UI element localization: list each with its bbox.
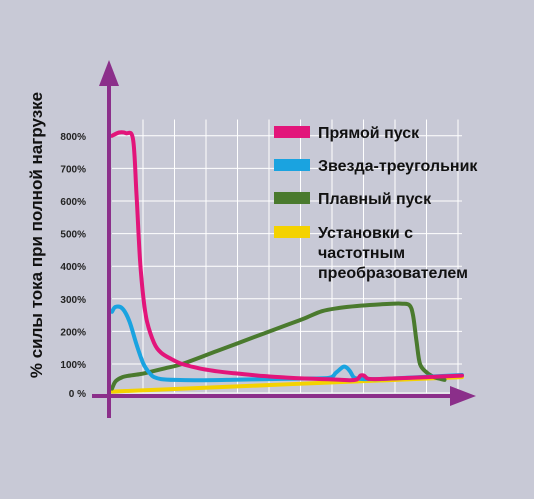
- legend: Прямой пуск Звезда-треугольник Плавный пус…: [274, 125, 478, 282]
- series-line-2: [110, 301, 447, 391]
- legend-label: частотным: [318, 245, 405, 262]
- y-axis-arrow: [99, 60, 119, 86]
- legend-label: преобразователем: [318, 265, 468, 282]
- series-line-0: [110, 130, 464, 383]
- y-tick-label: 300%: [60, 295, 86, 306]
- legend-label: Прямой пуск: [318, 125, 420, 142]
- legend-swatch: [274, 192, 310, 204]
- legend-swatch: [274, 226, 310, 238]
- y-tick-label: 600%: [60, 197, 86, 208]
- y-tick-label: 200%: [60, 327, 86, 338]
- y-tick-label: 100%: [60, 360, 86, 371]
- y-axis-label: % силы тока при полной нагрузке: [27, 92, 46, 378]
- y-tick-label: 800%: [60, 132, 86, 143]
- legend-label: Плавный пуск: [318, 191, 432, 208]
- y-tick-label: 500%: [60, 230, 86, 241]
- legend-swatch: [274, 126, 310, 138]
- legend-label: Установки с: [318, 225, 413, 242]
- y-tick-labels: 0 % 100% 200% 300% 400% 500% 600% 700% 800%: [60, 132, 86, 400]
- x-axis-arrow: [450, 386, 476, 406]
- y-tick-label: 700%: [60, 164, 86, 175]
- axes: [92, 60, 476, 418]
- legend-label: Звезда-треугольник: [318, 158, 478, 175]
- y-tick-label: 400%: [60, 262, 86, 273]
- series-lines: [110, 130, 464, 394]
- legend-swatch: [274, 159, 310, 171]
- y-tick-label: 0 %: [69, 389, 86, 400]
